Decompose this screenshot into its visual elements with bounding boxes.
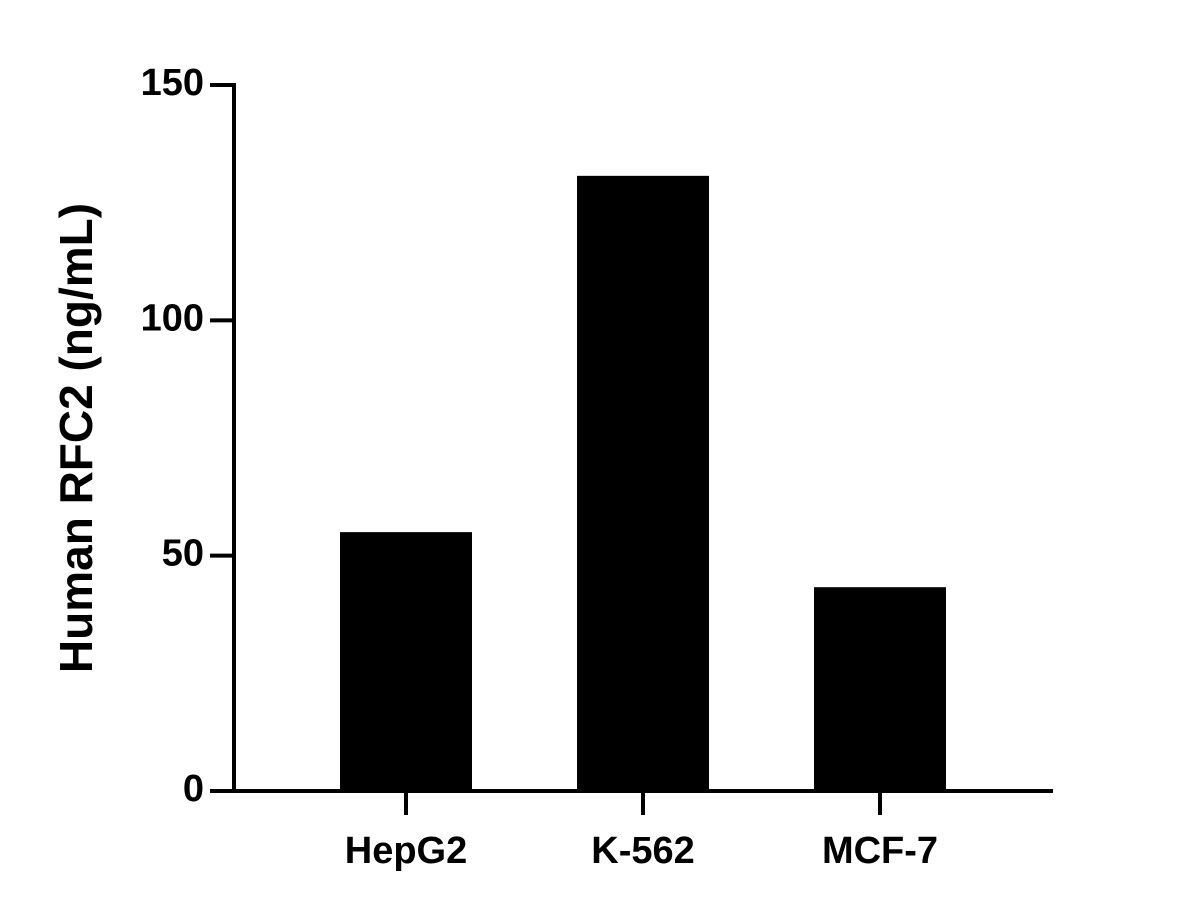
bar <box>340 532 472 791</box>
bar <box>814 587 946 791</box>
bar <box>577 175 709 791</box>
y-tick-label: 0 <box>183 768 204 810</box>
y-axis-label: Human RFC2 (ng/mL) <box>50 203 102 673</box>
y-tick-label: 50 <box>162 533 204 575</box>
y-tick-label: 100 <box>141 297 204 339</box>
x-tick-label: MCF-7 <box>822 830 938 872</box>
x-tick-label: HepG2 <box>345 830 467 872</box>
y-tick-label: 150 <box>141 62 204 104</box>
x-tick-label: K-562 <box>591 830 695 872</box>
